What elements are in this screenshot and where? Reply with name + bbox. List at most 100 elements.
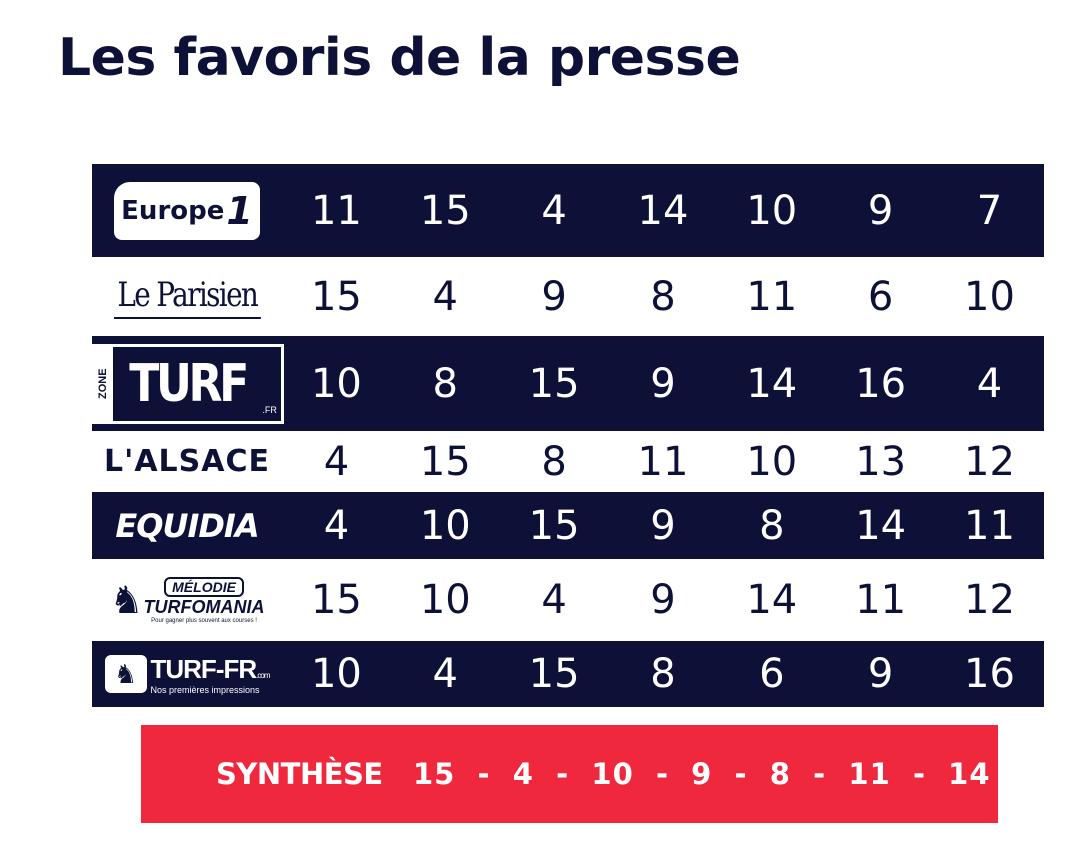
table-row-turf-fr: ♞ TURF-FR.com Nos premières impressions … [92,641,1044,707]
turf-fr-logo-name: TURF-FR [150,653,258,684]
le-parisien-logo: Le Parisien [113,275,261,319]
europe1-logo-number: 1 [226,188,253,233]
table-row-zone-turf: ZONE TURF .FR 10 8 15 9 14 16 4 [90,336,1044,431]
turfomania-logo-name: TURFOMANIA [143,596,265,617]
page-title: Les favoris de la presse [58,28,741,88]
horse-icon: ♞ [104,655,147,693]
synthese-value: 9 [691,757,713,791]
value-cell: 15 [310,577,362,623]
value-cell: 8 [650,273,676,320]
table-row-turfomania: ♞ MÉLODIE TURFOMANIA Pour gagner plus so… [92,559,1044,641]
logo-cell: ♞ TURF-FR.com Nos premières impressions [92,641,282,707]
logo-cell: Le Parisien [92,257,282,336]
value-cell: 15 [310,273,362,320]
logo-cell: Europe 1 [92,164,282,257]
synthese-values: 15 - 4 - 10 - 9 - 8 - 11 - 14 - 6 [413,757,1069,791]
value-cell: 13 [855,438,907,485]
alsace-logo: L'ALSACE [104,444,270,479]
horse-icon: ♞ [109,579,144,622]
value-cell: 15 [528,502,580,549]
turfomania-logo: ♞ MÉLODIE TURFOMANIA Pour gagner plus so… [109,576,265,624]
synthese-value: 8 [769,757,791,791]
value-cell: 15 [419,438,471,485]
synthese-separator: - [633,757,692,791]
table-row-le-parisien: Le Parisien 15 4 9 8 11 6 10 [92,257,1044,336]
value-cell: 10 [964,273,1015,320]
value-cell: 12 [964,438,1015,485]
turfomania-logo-tagline: Pour gagner plus souvent aux courses ! [151,617,257,624]
value-cell: 15 [528,360,580,407]
press-favorites-table: Europe 1 11 15 4 14 10 9 7 Le Parisien 15… [90,164,1044,707]
value-cell: 16 [964,651,1015,697]
turfomania-logo-melodie: MÉLODIE [164,576,244,597]
synthese-separator: - [890,757,949,791]
value-cell: 9 [650,577,676,623]
value-cell: 10 [419,577,471,623]
value-cell: 6 [759,651,785,697]
zone-turf-logo-turf: TURF [129,353,249,414]
synthese-separator: - [533,757,592,791]
synthese-separator: - [712,757,770,791]
synthese-separator: - [790,757,849,791]
logo-cell: ZONE TURF .FR [90,336,284,431]
value-cell: 4 [323,438,350,485]
synthese-value: 10 [591,757,634,791]
logo-cell: EQUIDIA [92,492,282,559]
value-cell: 11 [746,273,798,320]
value-cell: 11 [637,438,689,485]
table-row-europe1: Europe 1 11 15 4 14 10 9 7 [92,164,1044,257]
value-cell: 9 [650,360,676,407]
value-cell: 9 [867,651,894,697]
value-cell: 10 [746,187,798,234]
synthese-separator: - [455,757,513,791]
value-cell: 6 [867,273,894,320]
value-cell: 9 [541,273,567,320]
value-cell: 4 [541,187,567,234]
equidia-logo: EQUIDIA [115,506,259,545]
value-cell: 10 [419,502,471,549]
value-cell: 14 [746,577,798,623]
europe1-logo: Europe 1 [114,181,260,240]
synthese-separator: - [990,757,1048,791]
turf-fr-logo-com: .com [256,670,270,680]
synthese-value: 15 [413,757,456,791]
value-cell: 15 [419,187,471,234]
value-cell: 4 [976,360,1003,407]
logo-cell: ♞ MÉLODIE TURFOMANIA Pour gagner plus so… [92,559,282,641]
value-cell: 10 [310,651,362,697]
value-cell: 11 [310,187,362,234]
value-cell: 8 [650,651,676,697]
value-cell: 8 [432,360,458,407]
value-cell: 8 [541,438,567,485]
synthese-value: 14 [948,757,991,791]
zone-turf-logo-fr: .FR [262,404,277,415]
logo-cell: L'ALSACE [92,431,282,492]
value-cell: 8 [759,502,785,549]
value-cell: 7 [976,187,1003,234]
synthese-banner: SYNTHÈSE 15 - 4 - 10 - 9 - 8 - 11 - 14 -… [141,725,1068,823]
value-cell: 9 [867,187,894,234]
zone-turf-logo: ZONE TURF .FR [90,343,284,424]
value-cell: 4 [323,502,350,549]
value-cell: 4 [432,273,458,320]
synthese-value: 4 [512,757,534,791]
table-row-alsace: L'ALSACE 4 15 8 11 10 13 12 [92,431,1044,492]
value-cell: 10 [746,438,798,485]
synthese-value: 6 [1047,757,1070,791]
table-row-equidia: EQUIDIA 4 10 15 9 8 14 11 [92,492,1044,559]
value-cell: 12 [964,577,1015,623]
synthese-value: 11 [848,757,891,791]
value-cell: 4 [432,651,458,697]
synthese-label: SYNTHÈSE [216,757,383,791]
value-cell: 4 [541,577,567,623]
zone-turf-logo-zone: ZONE [93,346,114,421]
turf-fr-logo: ♞ TURF-FR.com Nos premières impressions [104,653,271,695]
value-cell: 14 [746,360,798,407]
value-cell: 11 [855,577,907,623]
value-cell: 9 [650,502,676,549]
value-cell: 16 [855,360,907,407]
value-cell: 15 [528,651,580,697]
value-cell: 14 [855,502,907,549]
value-cell: 11 [964,502,1015,549]
value-cell: 10 [310,360,362,407]
